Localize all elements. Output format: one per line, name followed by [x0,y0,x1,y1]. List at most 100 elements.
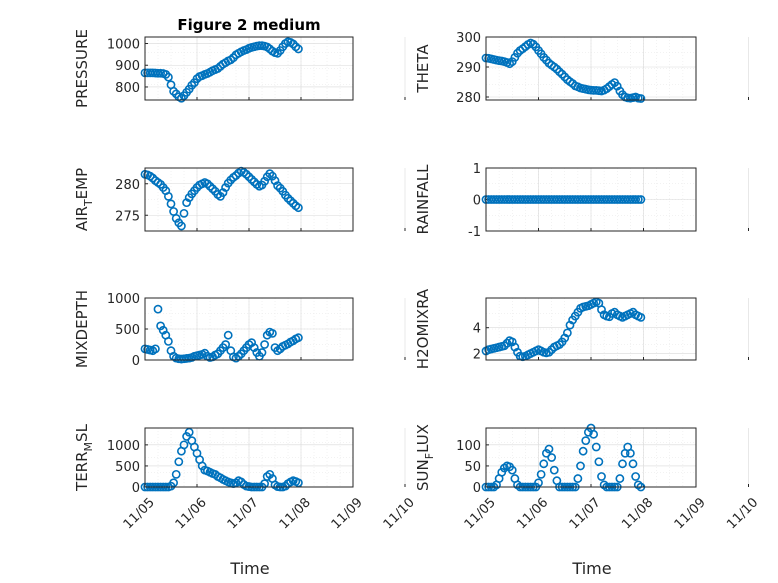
data-point [226,175,236,185]
data-point [176,93,186,103]
figure-title: Figure 2 medium [177,16,320,34]
data-point [171,469,181,479]
data-point [208,184,217,194]
data-point [544,444,554,454]
x-tick-label: 11/10 [724,495,761,532]
y-axis-label: MIXDEPTH [73,290,91,368]
data-point [636,312,646,322]
data-point [179,208,189,218]
data-point [293,478,303,488]
data-point [594,457,604,467]
y-axis-label: TERRMSL [73,423,95,492]
data-point [293,44,303,54]
data-point [625,448,635,458]
y-tick-label: 280 [456,91,481,106]
y-tick-label: 0 [132,481,140,496]
y-tick-label: 900 [115,59,140,74]
y-tick-label: 2 [473,348,481,363]
data-point [293,333,303,343]
data-point [265,169,275,179]
data-point [171,213,181,223]
axes-box [485,427,697,488]
x-axis-label: Time [571,559,611,578]
data-point [539,459,549,469]
y-tick-label: 300 [456,31,481,46]
y-tick-label: 4 [473,322,481,337]
data-point [499,341,509,351]
x-tick-label: 11/07 [567,495,604,532]
y-tick-label: 0 [473,194,481,209]
y-tick-label: 1000 [107,292,140,307]
y-tick-label: 280 [115,178,140,193]
data-point [231,171,241,180]
y-axis-label: PRESSURE [73,29,91,108]
y-tick-label: 1000 [107,38,140,53]
y-axis-label: SUNFLUX [414,424,436,491]
data-point [236,477,246,487]
axes-box [485,36,697,101]
x-axis-label: Time [229,559,269,578]
x-tick-label: 11/06 [514,495,551,532]
x-tick-label: 11/07 [225,495,262,532]
data-point [612,81,622,91]
data-point [283,193,293,203]
data-point [633,195,643,204]
data-point [260,176,269,186]
data-point [221,340,230,349]
data-point [589,429,599,439]
data-point [534,478,543,488]
axes-box [144,36,354,101]
y-tick-label: 500 [115,460,140,475]
y-axis-label: AIRTEMP [73,168,95,231]
x-tick-label: 11/09 [329,495,366,532]
data-point [169,86,178,96]
data-point [249,177,259,187]
data-point [576,461,585,471]
data-point [223,330,233,340]
data-point [597,472,606,481]
y-axis-label: H2OMIXRA [414,288,432,369]
data-point [163,336,173,346]
data-point [184,427,194,437]
y-tick-label: 290 [456,61,481,76]
data-point [156,321,165,331]
axes-box [485,167,697,232]
data-point [631,195,641,204]
data-point [260,340,269,349]
data-point [591,442,601,452]
data-point [267,171,277,181]
data-point [555,340,564,349]
data-point [293,203,303,213]
y-tick-label: 500 [115,323,140,338]
y-tick-label: 275 [115,209,140,224]
data-point [257,348,267,357]
data-point [573,474,583,483]
data-point [288,198,298,208]
data-point [176,221,186,231]
data-point [615,474,625,483]
data-point [544,347,554,357]
y-tick-label: 800 [115,81,140,96]
x-tick-label: 11/05 [121,495,158,532]
data-point [502,338,512,348]
data-point [166,199,176,209]
data-point [244,172,254,182]
data-point [221,183,230,192]
data-point [187,80,197,90]
y-tick-label: 0 [473,481,481,496]
axes-box [144,427,354,488]
data-point [174,457,184,467]
x-tick-label: 11/10 [381,495,418,532]
data-point [631,472,641,481]
data-point [562,328,572,338]
axes-box [144,167,354,232]
data-point [169,478,178,488]
data-point [618,459,627,469]
axes-box [144,297,354,361]
data-point [148,173,158,183]
data-point [286,196,295,206]
y-tick-label: 100 [456,439,481,454]
y-tick-label: 1 [473,162,481,177]
